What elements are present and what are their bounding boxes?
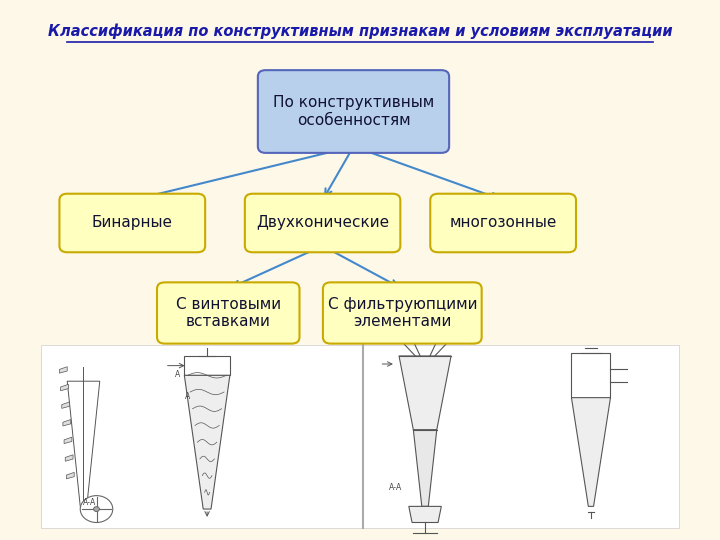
Text: А-А: А-А [389, 483, 402, 492]
Text: А: А [175, 370, 181, 379]
Circle shape [94, 507, 99, 511]
Text: А-А: А-А [84, 498, 96, 507]
Polygon shape [63, 420, 71, 426]
Polygon shape [64, 437, 72, 443]
Polygon shape [62, 402, 70, 408]
Circle shape [80, 496, 113, 523]
Polygon shape [60, 384, 68, 391]
Polygon shape [413, 430, 437, 507]
FancyBboxPatch shape [41, 345, 679, 528]
Text: По конструктивным
особенностям: По конструктивным особенностям [273, 96, 434, 128]
Polygon shape [409, 507, 441, 523]
FancyBboxPatch shape [60, 194, 205, 252]
FancyBboxPatch shape [245, 194, 400, 252]
Polygon shape [399, 356, 451, 430]
Text: Двухконические: Двухконические [256, 215, 389, 231]
FancyBboxPatch shape [323, 282, 482, 343]
Polygon shape [184, 375, 230, 509]
Polygon shape [60, 367, 67, 373]
Text: Классификация по конструктивным признакам и условиям эксплуатации: Классификация по конструктивным признака… [48, 23, 672, 39]
Polygon shape [66, 472, 74, 479]
Text: многозонные: многозонные [449, 215, 557, 231]
Text: С фильтруюпцими
элементами: С фильтруюпцими элементами [328, 297, 477, 329]
Text: А: А [185, 392, 190, 401]
FancyBboxPatch shape [431, 194, 576, 252]
FancyBboxPatch shape [258, 70, 449, 153]
Text: Бинарные: Бинарные [91, 215, 173, 231]
Polygon shape [66, 455, 73, 461]
FancyBboxPatch shape [157, 282, 300, 343]
Text: С винтовыми
вставками: С винтовыми вставками [176, 297, 281, 329]
Polygon shape [572, 397, 611, 507]
